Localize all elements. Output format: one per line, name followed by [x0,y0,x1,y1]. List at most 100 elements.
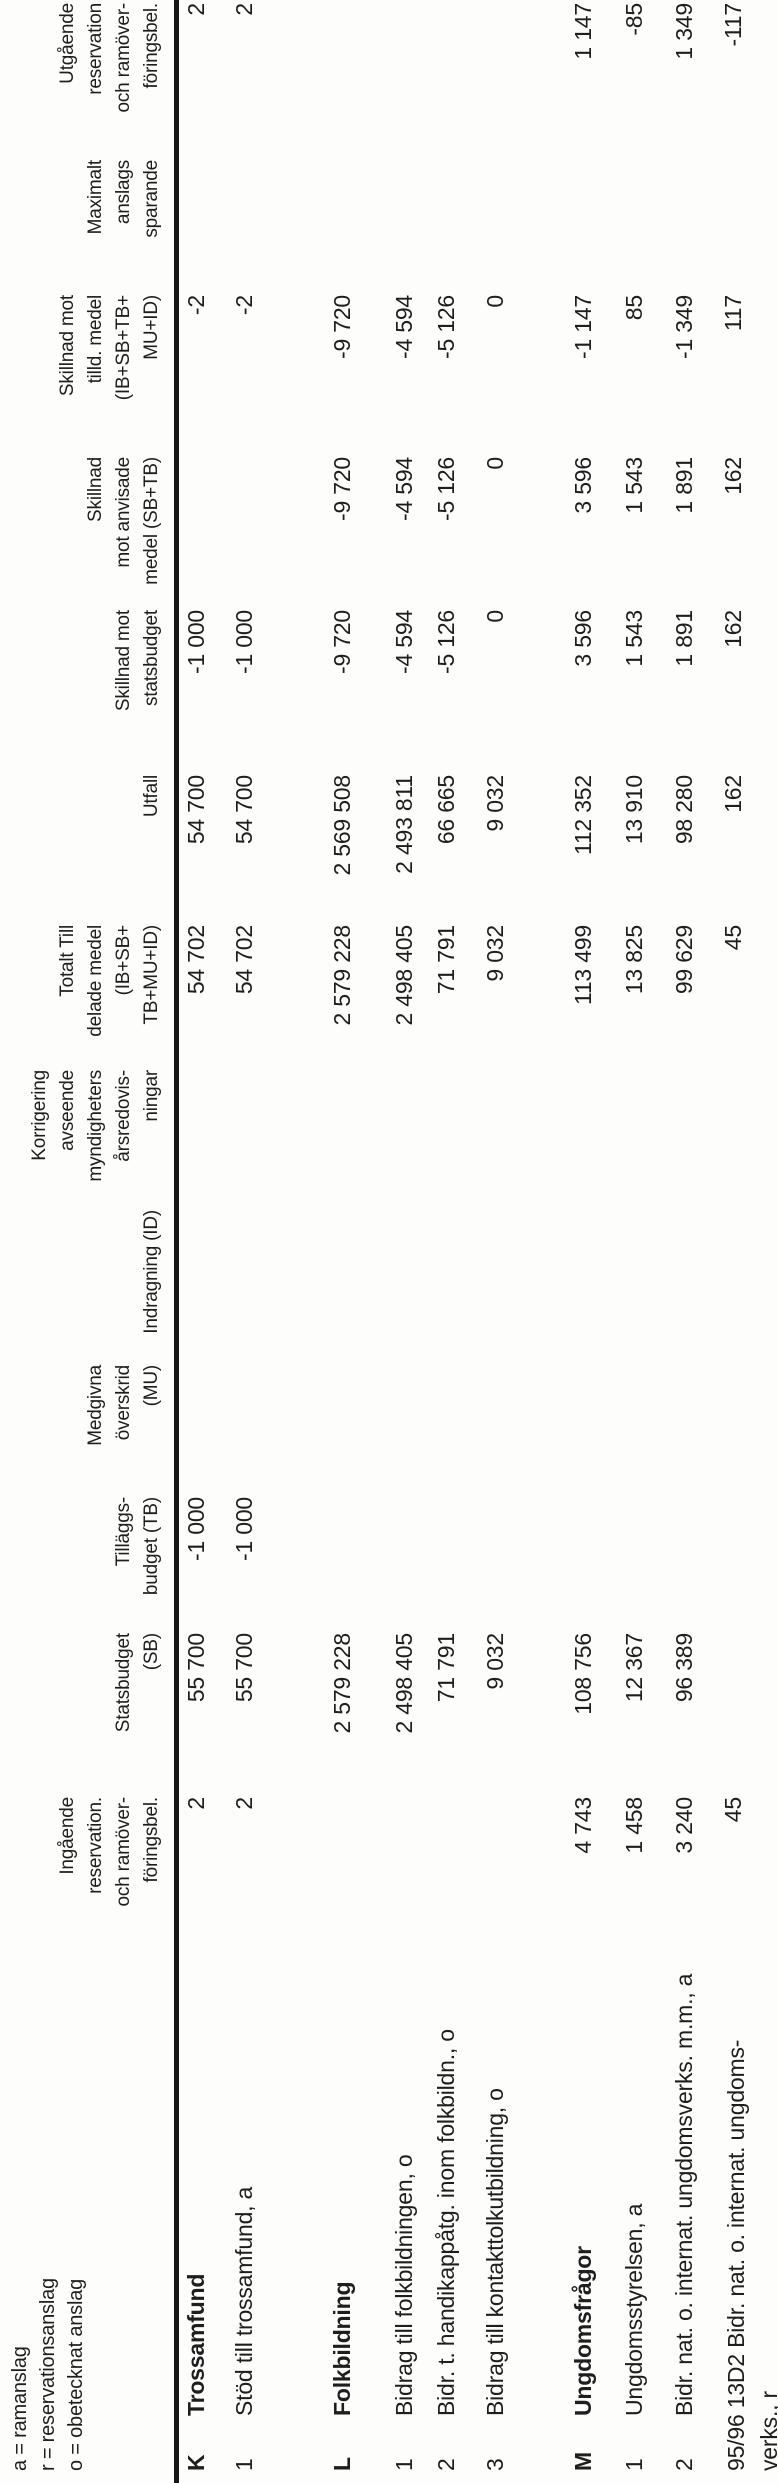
legend-line-a: a = ramanslag [9,2346,31,2471]
row-title: Folkbildning [328,2281,355,2416]
table-row-bidrag-folkbildningen: 1 Bidrag till folkbildningen, o 2 498 405… [387,0,429,2483]
col-header-korrigering: Korrigering avseende myndigheters årsred… [0,1070,177,1210]
col-header-utgaende: Utgående reservation och ramöver- föring… [0,0,177,160]
cell-skillnad-tilldelade: -2 [183,295,209,316]
col-header-utfall: Utfall [0,775,177,925]
cell-utfall: 54 700 [183,775,209,845]
row-label: 1 Stöd till trossamfund, a [227,1993,275,2483]
cell-utfall: 98 280 [670,775,697,845]
row-title: Trossamfund [183,2273,209,2416]
cell-korrigering [387,1070,429,1210]
cell-skillnad-statsbudget: -9 720 [328,610,355,675]
cell-skillnad-anvisade: 3 596 [569,457,596,514]
cell-utgaende [387,0,429,160]
table-row-ungdomsstyrelsen: 1 Ungdomsstyrelsen, a 1 458 12 367 13 825… [617,0,667,2483]
spacer-row [275,0,325,2483]
cell-korrigering [566,1070,617,1210]
cell-totalt: 45 [719,925,746,951]
cell-skillnad-tilldelade: -4 594 [390,295,417,360]
row-littera: M [569,2452,596,2471]
cell-skillnad-anvisade: -5 126 [432,457,459,522]
cell-statsbudget: 2 498 405 [390,1633,417,1734]
cell-skillnad-tilldelade: -1 349 [670,295,697,360]
cell-medgivna [387,1365,429,1497]
cell-utgaende: 1 349 [670,3,697,60]
row-littera: 3 [481,2458,508,2471]
cell-utgaende: -85 [620,3,647,36]
row-label: 2 Bidr. nat. o. internat. ungdomsverks. m… [667,1974,716,2483]
cell-totalt: 99 629 [670,925,697,995]
cell-totalt: 9 032 [481,925,508,982]
cell-korrigering [667,1070,716,1210]
cell-skillnad-anvisade [177,457,227,610]
cell-indragning [617,1210,667,1365]
table-row-trossamfund: K Trossamfund 2 55 700 -1 000 54 702 54 7… [177,0,227,2483]
cell-skillnad-statsbudget: -1 000 [230,610,257,675]
cell-utfall: 66 665 [432,775,459,845]
row-littera: 1 [230,2458,257,2471]
row-label: 3 Bidrag till kontakttolkutbildning, o [478,1993,528,2483]
cell-utgaende: 1 147 [569,3,596,60]
col-header-skillnad-anvisade: Skillnad mot anvisade medel (SB+TB) [0,457,177,610]
cell-medgivna [325,1365,387,1497]
col-header-tillaggsbudget: Tilläggs- budget (TB) [0,1497,177,1633]
cell-totalt: 71 791 [432,925,459,995]
cell-tillaggsbudget [667,1497,716,1633]
col-header-statsbudget: Statsbudget (SB) [0,1633,177,1797]
cell-maximalt [617,160,667,295]
cell-tillaggsbudget [325,1497,387,1633]
table-row-9596-13d2: 95/96 13D2 Bidr. nat. o. internat. ungdo… [716,0,778,2483]
table-row-stod-trossamfund: 1 Stöd till trossamfund, a 2 55 700 -1 00… [227,0,275,2483]
row-littera: 1 [390,2458,417,2471]
cell-statsbudget: 2 579 228 [328,1633,355,1734]
cell-tillaggsbudget [566,1497,617,1633]
row-label: 1 Ungdomsstyrelsen, a [617,1993,667,2483]
cell-skillnad-statsbudget: 1 543 [620,610,647,667]
cell-utgaende: 2 [183,3,209,16]
cell-skillnad-anvisade: 162 [719,457,746,495]
cell-indragning [429,1210,478,1365]
cell-skillnad-anvisade: 1 543 [620,457,647,514]
cell-totalt: 54 702 [183,925,209,995]
cell-ingaende [325,1797,387,1993]
row-title: Ungdomsstyrelsen, a [620,2203,647,2416]
cell-medgivna [177,1365,227,1497]
col-header-medgivna: Medgivna överskrid (MU) [0,1365,177,1497]
cell-utfall: 2 493 811 [390,775,417,874]
row-littera: L [328,2457,355,2471]
cell-tillaggsbudget [617,1497,667,1633]
cell-statsbudget: 55 700 [183,1633,209,1703]
cell-skillnad-tilldelade: -1 147 [569,295,596,360]
spacer-row [528,0,566,2483]
cell-utfall: 112 352 [569,775,596,856]
cell-skillnad-tilldelade: -5 126 [432,295,459,360]
cell-tillaggsbudget [478,1497,528,1633]
cell-totalt: 13 825 [620,925,647,995]
cell-medgivna [227,1365,275,1497]
cell-korrigering [478,1070,528,1210]
cell-ingaende: 4 743 [569,1797,596,1854]
cell-ingaende: 1 458 [620,1797,647,1854]
row-title: Bidrag till kontakttolkutbildning, o [481,2088,508,2416]
cell-skillnad-tilldelade: 85 [620,295,647,321]
cell-indragning [716,1210,778,1365]
cell-utgaende [325,0,387,160]
cell-maximalt [325,160,387,295]
cell-statsbudget [716,1633,778,1797]
cell-utgaende: 2 [230,3,257,16]
cell-tillaggsbudget [716,1497,778,1633]
cell-indragning [325,1210,387,1365]
cell-ingaende [478,1797,528,1993]
cell-skillnad-statsbudget: 0 [481,610,508,623]
cell-maximalt [667,160,716,295]
cell-maximalt [716,160,778,295]
row-label: 1 Bidrag till folkbildningen, o [387,1993,429,2483]
cell-statsbudget: 96 389 [670,1633,697,1703]
col-header-skillnad-tilldelade: Skillnad mot tilld. medel (IB+SB+TB+ MU+… [0,295,177,457]
cell-utfall: 54 700 [230,775,257,845]
cell-skillnad-tilldelade: -9 720 [328,295,355,360]
cell-medgivna [478,1365,528,1497]
cell-utgaende [478,0,528,160]
cell-korrigering [177,1070,227,1210]
cell-maximalt [429,160,478,295]
